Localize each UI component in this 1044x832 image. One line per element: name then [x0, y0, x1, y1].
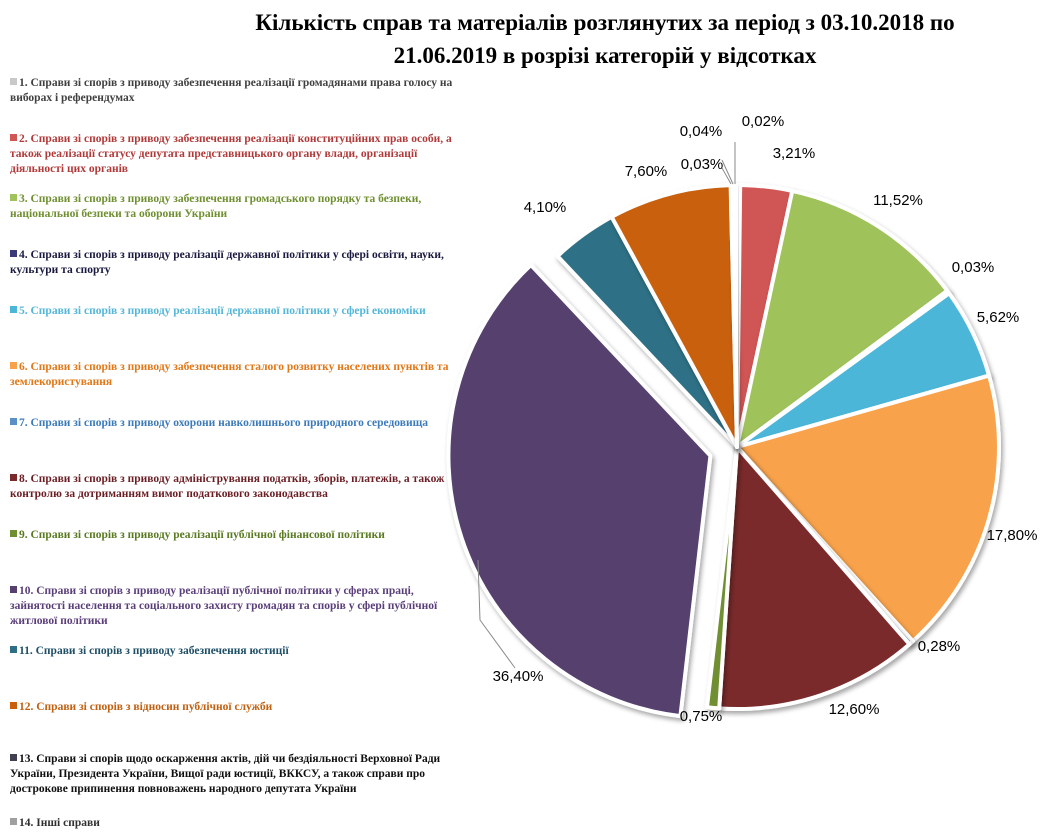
- legend-marker-icon: [10, 306, 17, 313]
- slice-label-7: 0,28%: [918, 638, 961, 655]
- legend-marker-icon: [10, 702, 17, 709]
- legend-label: 14. Інші справи: [19, 817, 100, 829]
- slice-label-1: 0,02%: [742, 113, 785, 130]
- chart-title-line-2: 21.06.2019 в розрізі категорій у відсотк…: [393, 43, 817, 68]
- legend-label: 2. Справи зі спорів з приводу забезпечен…: [10, 133, 452, 175]
- slice-label-10: 36,40%: [493, 668, 544, 685]
- pie-slice-8: [717, 445, 912, 711]
- slice-label-9: 0,75%: [680, 708, 723, 725]
- leader-line-2: [721, 159, 734, 185]
- legend-label: 7. Справи зі спорів з приводу охорони на…: [19, 417, 429, 429]
- legend-marker-icon: [10, 754, 17, 761]
- slice-label-13: 0,03%: [681, 156, 724, 173]
- legend-marker-icon: [10, 194, 17, 201]
- slice-label-4: 0,03%: [952, 259, 995, 276]
- legend-label: 5. Справи зі спорів з приводу реалізації…: [19, 305, 426, 317]
- legend-marker-icon: [10, 530, 17, 537]
- legend-label: 10. Справи зі спорів з приводу реалізаці…: [10, 585, 438, 627]
- legend-marker-icon: [10, 646, 17, 653]
- pie-slice-6: [735, 373, 1001, 644]
- legend-label: 1. Справи зі спорів з приводу забезпечен…: [10, 77, 453, 104]
- slice-label-14: 0,04%: [680, 123, 723, 140]
- legend-marker-icon: [10, 134, 17, 141]
- slice-label-5: 5,62%: [977, 309, 1020, 326]
- legend-item-12: 12. Справи зі спорів з відносин публічно…: [10, 700, 465, 715]
- leader-lines: [477, 142, 736, 669]
- legend-marker-icon: [10, 586, 17, 593]
- slice-label-12: 7,60%: [625, 163, 668, 180]
- pie-slice-12: [609, 183, 739, 449]
- legend-item-6: 6. Справи зі спорів з приводу забезпечен…: [10, 360, 465, 390]
- legend-item-11: 11. Справи зі спорів з приводу забезпече…: [10, 644, 465, 659]
- legend-label: 4. Справи зі спорів з приводу реалізації…: [10, 249, 444, 276]
- legend-marker-icon: [10, 418, 17, 425]
- leader-line-4: [477, 559, 516, 669]
- legend-label: 8. Справи зі спорів з приводу адміністру…: [10, 473, 445, 500]
- legend-item-13: 13. Справи зі спорів щодо оскарження акт…: [10, 752, 465, 797]
- legend-marker-icon: [10, 818, 17, 825]
- pie-slice-14: [731, 183, 739, 449]
- legend-label: 6. Справи зі спорів з приводу забезпечен…: [10, 361, 449, 388]
- legend-item-8: 8. Справи зі спорів з приводу адміністру…: [10, 472, 465, 502]
- slice-label-11: 4,10%: [524, 199, 567, 216]
- legend-label: 3. Справи зі спорів з приводу забезпечен…: [10, 193, 422, 220]
- chart-title: Кількість справ та матеріалів розглянути…: [180, 6, 1030, 72]
- legend-item-14: 14. Інші справи: [10, 816, 465, 831]
- legend-label: 13. Справи зі спорів щодо оскарження акт…: [10, 753, 441, 795]
- legend-item-4: 4. Справи зі спорів з приводу реалізації…: [10, 248, 465, 278]
- legend-marker-icon: [10, 362, 17, 369]
- legend-item-3: 3. Справи зі спорів з приводу забезпечен…: [10, 192, 465, 222]
- legend-label: 9. Справи зі спорів з приводу реалізації…: [19, 529, 385, 541]
- legend-marker-icon: [10, 250, 17, 257]
- leader-line-3: [721, 167, 732, 185]
- pie-slices: [446, 183, 1001, 719]
- pie-slice-9: [704, 445, 739, 711]
- legend-item-1: 1. Справи зі спорів з приводу забезпечен…: [10, 76, 465, 106]
- legend-marker-icon: [10, 474, 17, 481]
- pie-slice-10: [446, 262, 713, 719]
- slice-label-8: 12,60%: [829, 701, 880, 718]
- pie-slice-3: [735, 188, 950, 449]
- legend-label: 11. Справи зі спорів з приводу забезпече…: [19, 645, 289, 657]
- legend-label: 12. Справи зі спорів з відносин публічно…: [19, 701, 273, 713]
- slice-label-3: 11,52%: [873, 192, 923, 209]
- slice-label-6: 17,80%: [987, 527, 1038, 544]
- legend-item-5: 5. Справи зі спорів з приводу реалізації…: [10, 304, 465, 319]
- legend-marker-icon: [10, 78, 17, 85]
- legend-item-2: 2. Справи зі спорів з приводу забезпечен…: [10, 132, 465, 177]
- legend-item-10: 10. Справи зі спорів з приводу реалізаці…: [10, 584, 465, 629]
- legend-item-7: 7. Справи зі спорів з приводу охорони на…: [10, 416, 465, 431]
- slice-label-2: 3,21%: [773, 145, 816, 162]
- slice-labels: 0,02% 3,21% 11,52% 0,03% 5,62% 17,80% 0,28% 12,…: [493, 113, 1038, 725]
- legend-item-9: 9. Справи зі спорів з приводу реалізації…: [10, 528, 465, 543]
- chart-title-line-1: Кількість справ та матеріалів розглянути…: [255, 10, 955, 35]
